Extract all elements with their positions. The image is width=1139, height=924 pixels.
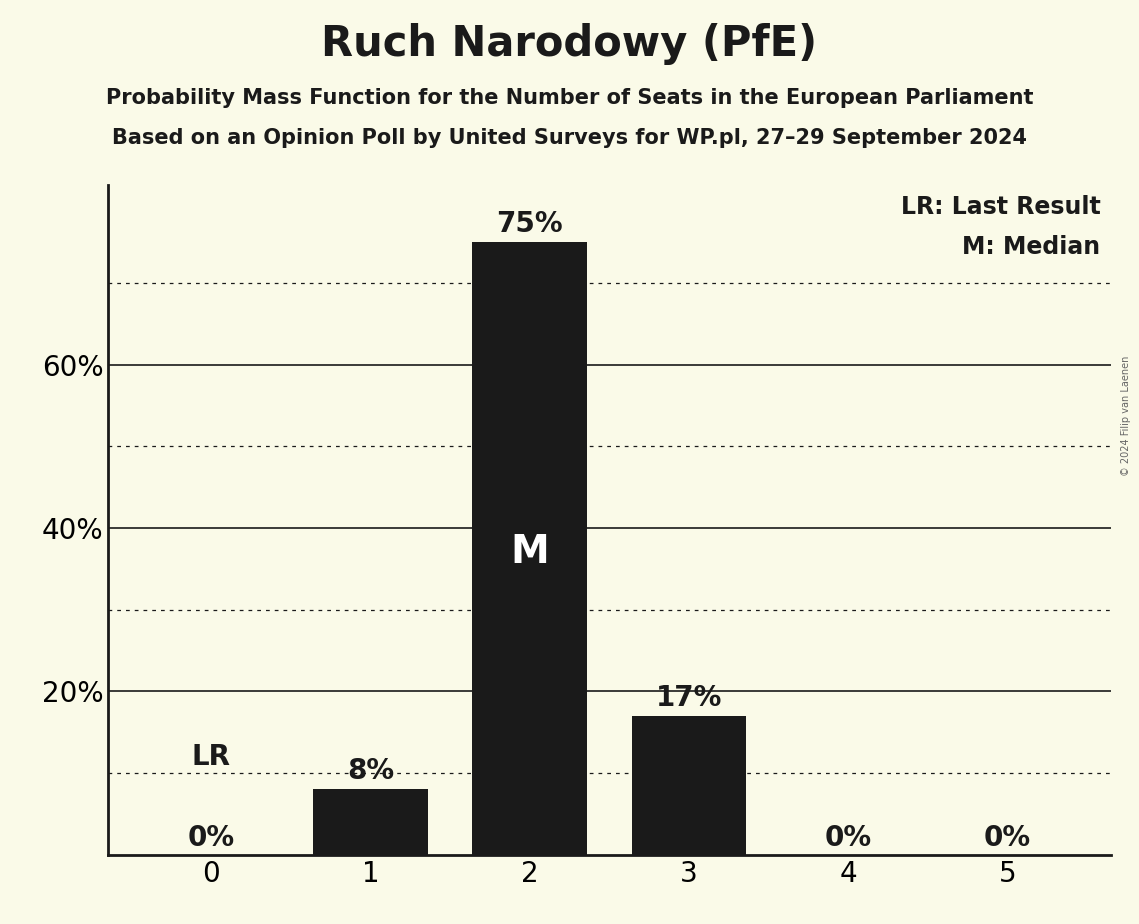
Bar — [313, 789, 428, 855]
Text: 8%: 8% — [347, 758, 394, 785]
Text: 75%: 75% — [497, 210, 563, 237]
Text: 0%: 0% — [188, 824, 235, 852]
Text: Ruch Narodowy (PfE): Ruch Narodowy (PfE) — [321, 23, 818, 65]
Text: LR: LR — [191, 743, 230, 771]
Text: 0%: 0% — [984, 824, 1031, 852]
Text: M: Median: M: Median — [962, 235, 1100, 259]
Text: M: M — [510, 533, 549, 571]
Text: 0%: 0% — [825, 824, 871, 852]
Text: 17%: 17% — [656, 684, 722, 711]
Text: Based on an Opinion Poll by United Surveys for WP.pl, 27–29 September 2024: Based on an Opinion Poll by United Surve… — [112, 128, 1027, 148]
Text: © 2024 Filip van Laenen: © 2024 Filip van Laenen — [1121, 356, 1131, 476]
Text: LR: Last Result: LR: Last Result — [901, 195, 1100, 219]
Bar — [632, 716, 746, 855]
Text: Probability Mass Function for the Number of Seats in the European Parliament: Probability Mass Function for the Number… — [106, 88, 1033, 108]
Bar — [473, 242, 587, 855]
